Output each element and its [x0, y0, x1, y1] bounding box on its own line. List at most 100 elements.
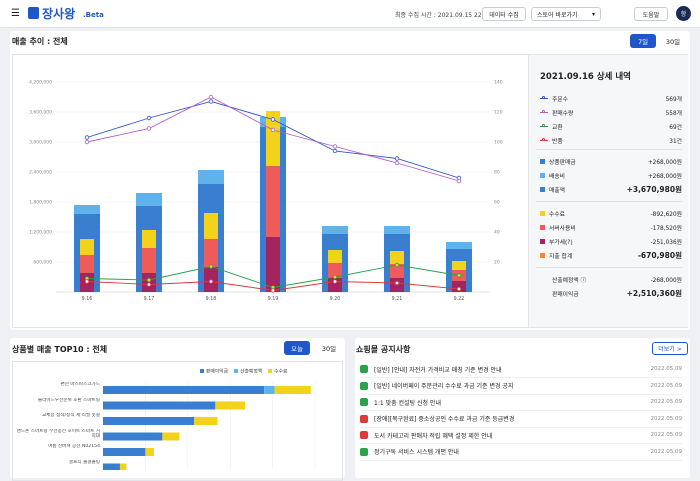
detail-row: 판매수량 558개 — [540, 106, 682, 118]
legend-icon — [540, 158, 545, 164]
bar-segment — [266, 237, 280, 292]
line-point — [84, 279, 90, 284]
line-point — [456, 286, 462, 292]
bar-segment — [80, 239, 94, 255]
detail-row: 서버사용비 -178,520원 — [540, 221, 682, 233]
detail-value: +268,000원 — [647, 159, 682, 166]
category-text: 교체용 접착/정직 제 리필 옷걸 — [41, 413, 100, 418]
detail-label: 산출예정액 ⓘ — [552, 277, 587, 284]
line-point — [456, 178, 462, 184]
y2-tick-label: 140 — [494, 80, 503, 86]
icon-dot — [542, 96, 545, 99]
detail-label: 지출 합계 — [549, 253, 573, 260]
bar-segment — [390, 264, 404, 278]
notice-row[interactable]: [장애][복구완료] 중소상공인 수수료 과금 기준 등급변경 2022.05.0… — [360, 411, 682, 428]
detail-row: 반품 31건 — [540, 134, 682, 146]
notice-icon — [360, 431, 368, 439]
notice-date: 2022.05.09 — [650, 399, 683, 405]
detail-label: 판매이익금 — [552, 291, 579, 298]
notice-text: 도서 카테고리 판매자 적립 혜택 설정 제한 안내 — [374, 432, 493, 440]
line-point — [394, 156, 400, 161]
notice-row[interactable]: [일반] [안내] 자전거 가격비교 매칭 기준 변경 안내 2022.05.09 — [360, 361, 682, 378]
legend-icon — [540, 95, 548, 101]
bar-segment — [266, 166, 280, 237]
more-button[interactable]: 더보기 > — [652, 342, 688, 355]
line-point — [332, 279, 338, 284]
section-title: 쇼핑몰 공지사항 — [356, 345, 411, 354]
legend-icon — [540, 224, 545, 230]
bar-segment — [80, 255, 94, 273]
category-label: 편한 마스파스크가드 — [60, 382, 101, 387]
notice-row[interactable]: 1:1 맞춤 컨설팅 신청 안내 2022.05.09 — [360, 394, 682, 411]
collect-button[interactable]: 데이터 수집 — [482, 7, 526, 21]
avatar[interactable]: 항 — [676, 6, 691, 21]
line-point — [146, 282, 152, 287]
tab[interactable]: 7일 — [630, 34, 656, 48]
tab[interactable]: 30일 — [665, 38, 681, 46]
notice-text: [일반] 네이버페이 주문관리 수수료 과금 기준 변경 공지 — [374, 383, 514, 390]
bar-segment — [328, 263, 342, 278]
detail-row: 교환 69건 — [540, 120, 682, 132]
x-tick-label: 9.16 — [82, 296, 93, 302]
detail-title: 2021.09.16 상세 내역 — [540, 72, 631, 82]
notice-date: 2022.05.09 — [650, 366, 683, 372]
legend-icon — [540, 290, 548, 296]
y2-tick-label: 60 — [494, 200, 500, 206]
bar-segment — [136, 193, 162, 206]
category-label: 골프티 볼걸볼팅 — [69, 460, 100, 465]
icon-dot — [542, 138, 545, 141]
divider — [536, 201, 682, 202]
help-button[interactable]: 도움말 — [634, 7, 668, 21]
notice-text: [장애][복구완료] 중소상공인 수수료 과금 기준 등급변경 — [374, 416, 515, 423]
y2-tick-label: 120 — [494, 110, 503, 116]
bar-segment — [103, 432, 163, 441]
tab[interactable]: 30일 — [321, 345, 337, 353]
bar-segment — [204, 239, 218, 267]
section-title: 매출 추이 : 전체 — [12, 37, 68, 46]
divider — [536, 267, 682, 268]
legend-icon — [540, 172, 545, 178]
detail-label: 반품 — [552, 138, 563, 145]
category-text: 핸드폰 스마트링 무선충전 호이트 스마트 거치대 — [16, 428, 100, 440]
bar-segment — [198, 170, 224, 184]
detail-value: +3,670,980원 — [626, 184, 682, 194]
detail-value: 69건 — [669, 124, 682, 131]
notice-row[interactable]: 도서 카테고리 판매자 적립 혜택 설정 제한 안내 2022.05.09 — [360, 427, 682, 444]
notice-row[interactable]: 정기구독 서비스 시스템 개편 안내 2022.05.09 — [360, 444, 682, 461]
bar-segment — [142, 248, 156, 273]
detail-label: 주문수 — [552, 96, 568, 103]
detail-value: +2,510,360원 — [626, 288, 682, 298]
store-select-label: 스토어 바로가기 — [537, 11, 578, 19]
detail-value: -178,520원 — [650, 225, 682, 232]
notice-row[interactable]: [일반] 네이버페이 주문관리 수수료 과금 기준 변경 공지 2022.05.0… — [360, 378, 682, 395]
line-point — [270, 127, 276, 133]
category-label: 핸드폰 스마트링 무선충전 호이트 스마트 거치대 — [16, 428, 100, 440]
logo[interactable]: 장사왕 — [42, 7, 76, 21]
detail-value: 569개 — [665, 96, 682, 103]
legend-icon — [540, 109, 548, 115]
bar-segment — [390, 251, 404, 264]
y2-tick-label: 80 — [494, 170, 500, 176]
notice-date: 2022.05.09 — [650, 415, 683, 422]
notice-icon — [360, 447, 368, 456]
logo-icon — [28, 7, 39, 19]
category-text: 편한 마스파스크가드 — [60, 382, 101, 387]
store-select[interactable]: 스토어 바로가기 ▾ — [531, 7, 601, 21]
x-tick-label: 9.21 — [392, 296, 403, 302]
icon-dot — [542, 124, 545, 127]
detail-label: 교환 — [552, 124, 563, 131]
bar-segment — [194, 417, 218, 425]
category-label: 슬라이드우선순위 호환 스마트링 — [38, 398, 100, 403]
y2-tick-label: 40 — [494, 230, 500, 236]
divider — [536, 149, 682, 150]
bar-segment — [103, 401, 216, 410]
legend-icon — [540, 137, 548, 143]
notice-icon — [360, 381, 368, 390]
tab[interactable]: 오늘 — [284, 341, 310, 355]
legend-icon — [540, 276, 548, 282]
legend-swatch — [200, 369, 204, 373]
detail-label: 판매수량 — [552, 110, 574, 117]
menu-icon[interactable]: ☰ — [11, 8, 20, 19]
